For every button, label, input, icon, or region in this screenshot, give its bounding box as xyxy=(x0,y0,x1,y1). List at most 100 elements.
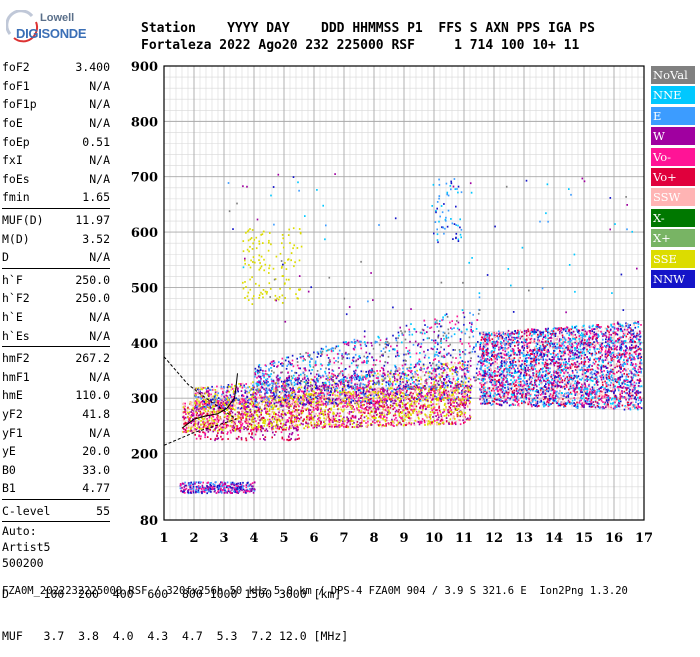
echo-point xyxy=(235,414,237,416)
echo-point xyxy=(225,398,227,400)
echo-point xyxy=(432,399,434,401)
echo-point xyxy=(276,392,278,394)
echo-point xyxy=(268,405,270,407)
echo-point xyxy=(443,391,445,393)
echo-point xyxy=(235,407,237,409)
echo-point xyxy=(283,423,285,425)
echo-point xyxy=(351,411,353,413)
echo-point xyxy=(338,387,340,389)
echo-point xyxy=(385,423,387,425)
echo-point xyxy=(340,402,342,404)
echo-point xyxy=(288,399,290,401)
echo-point xyxy=(371,345,373,347)
echo-point xyxy=(322,396,324,398)
echo-point xyxy=(196,420,198,422)
echo-point xyxy=(465,404,467,406)
echo-point xyxy=(252,381,254,383)
echo-point xyxy=(393,422,395,424)
echo-point xyxy=(383,391,385,393)
echo-point xyxy=(217,402,219,404)
echo-point xyxy=(438,361,440,363)
echo-point xyxy=(222,429,224,431)
echo-point xyxy=(310,366,312,368)
echo-point xyxy=(327,409,329,411)
echo-point xyxy=(325,346,327,348)
echo-point xyxy=(446,337,448,339)
echo-point xyxy=(416,370,418,372)
echo-point xyxy=(394,407,396,409)
echo-point xyxy=(417,393,419,395)
echo-point xyxy=(426,420,428,422)
echo-point xyxy=(467,398,469,400)
echo-point xyxy=(330,400,332,402)
echo-point xyxy=(420,405,422,407)
echo-point xyxy=(248,402,250,404)
echo-point xyxy=(261,419,263,421)
echo-point xyxy=(270,363,272,365)
echo-point xyxy=(398,422,400,424)
echo-point xyxy=(305,403,307,405)
echo-point xyxy=(388,343,390,345)
echo-point xyxy=(242,400,244,402)
echo-point xyxy=(411,395,413,397)
echo-point xyxy=(227,399,229,401)
echo-point xyxy=(380,388,382,390)
echo-point xyxy=(357,383,359,385)
echo-point xyxy=(329,392,331,394)
echo-point xyxy=(341,409,343,411)
echo-point xyxy=(292,424,294,426)
echo-point xyxy=(455,401,457,403)
echo-point xyxy=(370,380,372,382)
echo-point xyxy=(291,404,293,406)
echo-point xyxy=(419,369,421,371)
echo-point xyxy=(274,362,276,364)
echo-point xyxy=(253,414,255,416)
echo-point xyxy=(280,398,282,400)
echo-point xyxy=(292,387,294,389)
echo-point xyxy=(434,420,436,422)
echo-point xyxy=(304,396,306,398)
echo-point xyxy=(245,401,247,403)
echo-point xyxy=(304,381,306,383)
echo-point xyxy=(200,398,202,400)
echo-point xyxy=(433,408,435,410)
echo-point xyxy=(422,409,424,411)
echo-point xyxy=(405,384,407,386)
echo-point xyxy=(249,403,251,405)
echo-point xyxy=(288,380,290,382)
echo-point xyxy=(375,417,377,419)
echo-point xyxy=(298,400,300,402)
echo-point xyxy=(435,380,437,382)
echo-point xyxy=(379,370,381,372)
echo-point xyxy=(379,360,381,362)
echo-point xyxy=(383,396,385,398)
echo-point xyxy=(409,400,411,402)
echo-point xyxy=(305,421,307,423)
echo-point xyxy=(450,418,452,420)
echo-point xyxy=(479,371,481,373)
echo-point xyxy=(467,396,469,398)
echo-point xyxy=(418,364,420,366)
echo-point xyxy=(269,401,271,403)
echo-point xyxy=(401,424,403,426)
echo-point xyxy=(424,333,426,335)
echo-point xyxy=(292,360,294,362)
echo-point xyxy=(370,393,372,395)
echo-point xyxy=(401,412,403,414)
echo-point xyxy=(366,345,368,347)
echo-point xyxy=(379,395,381,397)
echo-point xyxy=(428,337,430,339)
echo-point xyxy=(414,366,416,368)
echo-point xyxy=(190,416,192,418)
echo-point xyxy=(379,356,381,358)
echo-point xyxy=(424,320,426,322)
echo-point xyxy=(436,403,438,405)
echo-point xyxy=(428,357,430,359)
echo-point xyxy=(292,355,294,357)
echo-point xyxy=(431,409,433,411)
echo-point xyxy=(341,420,343,422)
echo-point xyxy=(253,421,255,423)
echo-point xyxy=(233,391,235,393)
echo-point xyxy=(349,411,351,413)
echo-point xyxy=(348,418,350,420)
